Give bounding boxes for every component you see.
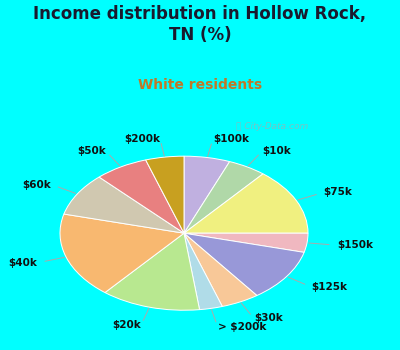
Text: $200k: $200k [124,134,160,144]
Wedge shape [184,233,257,307]
Wedge shape [184,156,230,233]
Text: $125k: $125k [311,282,347,292]
Wedge shape [60,214,184,293]
Wedge shape [184,162,263,233]
Wedge shape [99,160,184,233]
Text: White residents: White residents [138,78,262,92]
Text: $60k: $60k [23,180,52,189]
Wedge shape [184,233,304,295]
Text: Ⓢ City-Data.com: Ⓢ City-Data.com [236,122,308,131]
Text: $50k: $50k [77,146,106,156]
Wedge shape [184,233,308,252]
Wedge shape [64,177,184,233]
Text: $10k: $10k [262,146,291,156]
Text: $150k: $150k [337,240,373,250]
Wedge shape [146,156,184,233]
Text: $75k: $75k [323,188,352,197]
Wedge shape [184,233,222,310]
Wedge shape [184,174,308,233]
Text: $20k: $20k [112,320,141,330]
Text: > $200k: > $200k [218,322,266,331]
Text: $100k: $100k [213,134,249,144]
Text: $40k: $40k [9,258,38,268]
Text: Income distribution in Hollow Rock,
TN (%): Income distribution in Hollow Rock, TN (… [34,5,366,44]
Text: $30k: $30k [254,314,283,323]
Wedge shape [105,233,200,310]
